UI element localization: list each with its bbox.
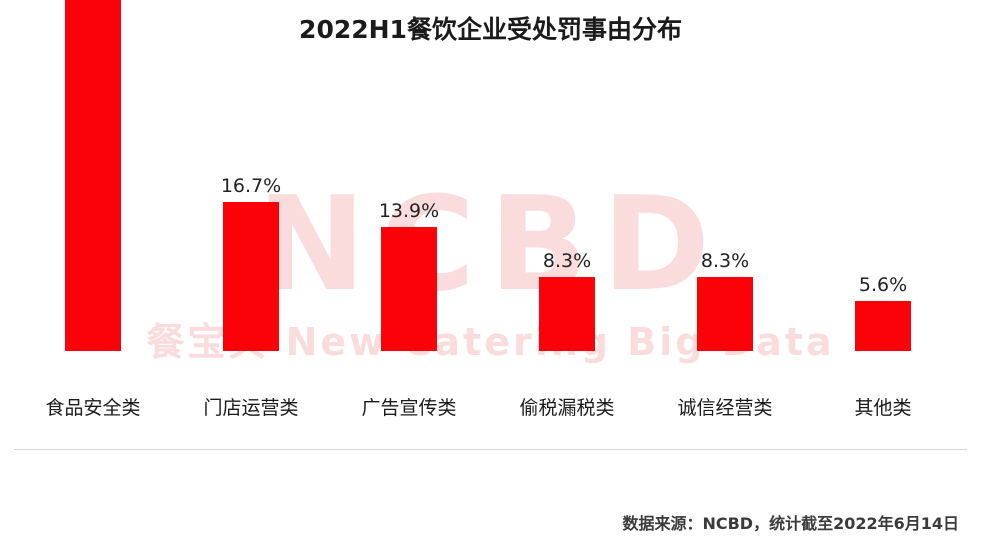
x-tick-label-2: 广告宣传类 [361, 397, 457, 419]
bar-value-label-1: 16.7% [220, 175, 282, 197]
bar-value-label-5: 5.6% [858, 274, 908, 296]
bar-group-5: 5.6% 其他类 [804, 0, 962, 419]
bar-wrap-3: 8.3% [488, 0, 646, 351]
bar-value-label-2: 13.9% [378, 200, 440, 222]
bar-4[interactable] [697, 277, 753, 351]
page-title: 2022H1餐饮企业受处罚事由分布 [299, 15, 682, 44]
x-tick-label-1: 门店运营类 [203, 397, 299, 419]
bar-value-label-4: 8.3% [700, 250, 750, 272]
x-axis-line [14, 449, 967, 450]
bar-group-4: 8.3% 诚信经营类 [646, 0, 804, 419]
x-tick-label-0: 食品安全类 [45, 397, 141, 419]
bar-group-1: 16.7% 门店运营类 [172, 0, 330, 419]
bar-0[interactable] [65, 0, 121, 351]
bar-5[interactable] [855, 301, 911, 351]
x-tick-label-5: 其他类 [854, 397, 912, 419]
bar-group-3: 8.3% 偷税漏税类 [488, 0, 646, 419]
bar-group-2: 13.9% 广告宣传类 [330, 0, 488, 419]
bar-wrap-1: 16.7% [172, 0, 330, 351]
bar-wrap-0: 47.2% [14, 0, 172, 351]
x-tick-label-4: 诚信经营类 [677, 397, 773, 419]
bar-wrap-5: 5.6% [804, 0, 962, 351]
bar-value-label-3: 8.3% [542, 250, 592, 272]
source-note: 数据来源：NCBD，统计截至2022年6月14日 [622, 514, 959, 533]
bar-group-0: 47.2% 食品安全类 [14, 0, 172, 419]
bar-3[interactable] [539, 277, 595, 351]
bar-2[interactable] [381, 227, 437, 351]
bar-wrap-4: 8.3% [646, 0, 804, 351]
bar-chart-plot: 47.2% 食品安全类 16.7% 门店运营类 13.9% 广告宣传类 8.3% [14, 0, 967, 450]
bar-1[interactable] [223, 202, 279, 351]
x-tick-label-3: 偷税漏税类 [519, 397, 615, 419]
bar-wrap-2: 13.9% [330, 0, 488, 351]
